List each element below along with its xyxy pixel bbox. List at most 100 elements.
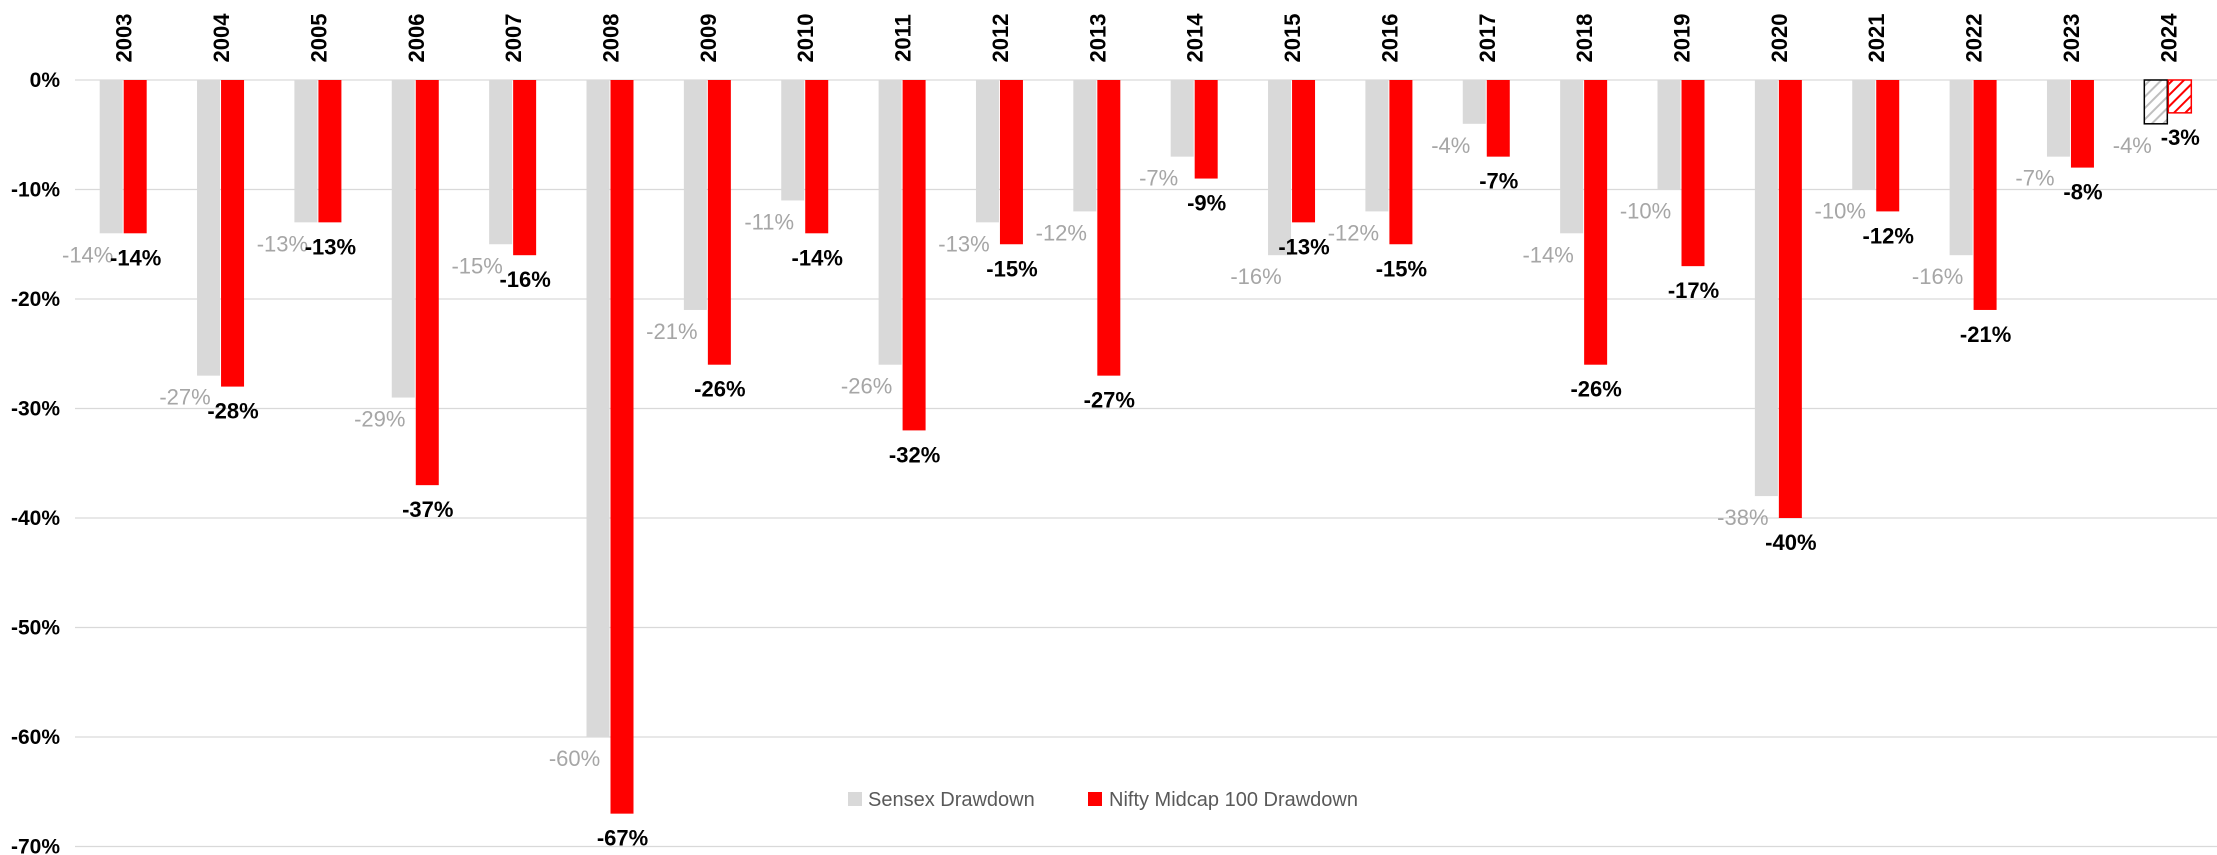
x-tick-label: 2007 [501,14,526,63]
sensex-data-label: -13% [938,231,989,256]
nifty-midcap-data-label: -9% [1187,191,1226,216]
sensex-data-label: -12% [1036,220,1087,245]
nifty-midcap-data-label: -16% [499,267,550,292]
nifty-midcap-data-label: -8% [2063,180,2102,205]
x-tick-label: 2019 [1670,14,1695,63]
x-tick-label: 2005 [306,14,331,63]
sensex-data-label: -16% [1912,264,1963,289]
x-tick-label: 2023 [2059,14,2084,63]
sensex-bar [586,80,610,737]
nifty-midcap-bar [1681,80,1705,267]
nifty-midcap-data-label: -14% [792,245,843,270]
sensex-bar [2046,80,2070,157]
sensex-bar [878,80,902,365]
nifty-midcap-bar [707,80,731,365]
legend-label-sensex: Sensex Drawdown [868,789,1035,811]
y-tick-label: 0% [30,69,61,92]
nifty-midcap-bar [221,80,245,387]
x-tick-label: 2009 [696,14,721,63]
nifty-midcap-bar [2167,79,2193,114]
nifty-midcap-bar [1778,80,1802,518]
x-tick-label: 2013 [1085,14,1110,63]
x-tick-label: 2024 [2156,13,2181,63]
y-tick-label: -20% [11,288,60,311]
nifty-midcap-data-label: -26% [1570,377,1621,402]
nifty-midcap-data-label: -40% [1765,530,1816,555]
nifty-midcap-data-label: -32% [889,442,940,467]
data-labels: -14%-14%-27%-28%-13%-13%-29%-37%-15%-16%… [62,125,2200,851]
nifty-midcap-bar [1292,80,1316,223]
nifty-midcap-bar [902,80,926,431]
sensex-bar [975,80,999,223]
x-tick-label: 2020 [1767,14,1792,63]
legend-swatch-nifty-midcap [1088,792,1102,806]
sensex-data-label: -10% [1815,199,1866,224]
nifty-midcap-bar [1973,80,1997,310]
x-tick-label: 2018 [1572,14,1597,63]
sensex-data-label: -29% [354,407,405,432]
x-tick-label: 2014 [1183,13,1208,63]
sensex-bar [1949,80,1973,256]
sensex-data-label: -11% [744,209,794,234]
nifty-midcap-bar [1097,80,1121,376]
x-tick-label: 2017 [1475,14,1500,63]
sensex-data-label: -27% [159,385,210,410]
sensex-data-label: -7% [2015,166,2054,191]
sensex-bar [2143,79,2169,125]
sensex-data-label: -16% [1230,264,1281,289]
sensex-bar [1365,80,1389,212]
sensex-data-label: -14% [1522,242,1573,267]
sensex-data-label: -13% [257,231,308,256]
nifty-midcap-data-label: -12% [1863,223,1914,248]
nifty-midcap-data-label: -15% [986,256,1037,281]
nifty-midcap-bar [1876,80,1900,212]
nifty-midcap-bar [1584,80,1608,365]
legend-swatch-sensex [848,792,862,806]
nifty-midcap-data-label: -27% [1084,388,1135,413]
x-tick-label: 2011 [891,14,916,62]
sensex-data-label: -4% [1431,133,1470,158]
x-tick-label: 2006 [404,14,429,63]
x-tick-label: 2012 [988,14,1013,63]
sensex-bar [781,80,805,201]
legend: Sensex Drawdown Nifty Midcap 100 Drawdown [848,789,1358,811]
nifty-midcap-data-label: -13% [305,234,356,259]
x-tick-label: 2004 [209,13,234,63]
y-tick-label: -40% [11,507,60,530]
nifty-midcap-data-label: -3% [2161,125,2200,150]
sensex-bar [1560,80,1584,234]
y-tick-label: -60% [11,726,60,749]
y-tick-label: -50% [11,617,60,640]
sensex-data-label: -26% [841,374,892,399]
sensex-bar [1268,80,1292,256]
nifty-midcap-bar [1389,80,1413,245]
sensex-bar [294,80,318,223]
nifty-midcap-bar [1194,80,1218,179]
y-tick-label: -30% [11,398,60,421]
sensex-bar [1852,80,1876,190]
x-tick-label: 2003 [112,14,137,63]
legend-label-nifty-midcap: Nifty Midcap 100 Drawdown [1109,789,1358,811]
nifty-midcap-data-label: -15% [1376,256,1427,281]
x-tick-label: 2010 [793,14,818,63]
sensex-data-label: -60% [549,746,600,771]
sensex-data-label: -21% [646,319,697,344]
nifty-midcap-bar [513,80,537,256]
nifty-midcap-data-label: -26% [694,377,745,402]
nifty-midcap-data-label: -67% [597,826,648,851]
nifty-midcap-data-label: -7% [1479,169,1518,194]
x-tick-label: 2021 [1864,14,1889,63]
sensex-data-label: -38% [1717,505,1768,530]
x-tick-label: 2022 [1962,14,1987,63]
nifty-midcap-data-label: -13% [1278,234,1329,259]
x-tick-label: 2008 [599,14,624,63]
sensex-bar [683,80,707,310]
y-tick-label: -10% [11,179,60,202]
sensex-bar [1073,80,1097,212]
nifty-midcap-bar [123,80,147,234]
nifty-midcap-bar [415,80,439,486]
nifty-midcap-data-label: -14% [110,245,161,270]
x-tick-label: 2015 [1280,14,1305,63]
nifty-midcap-data-label: -37% [402,497,453,522]
nifty-midcap-bar [610,80,634,814]
